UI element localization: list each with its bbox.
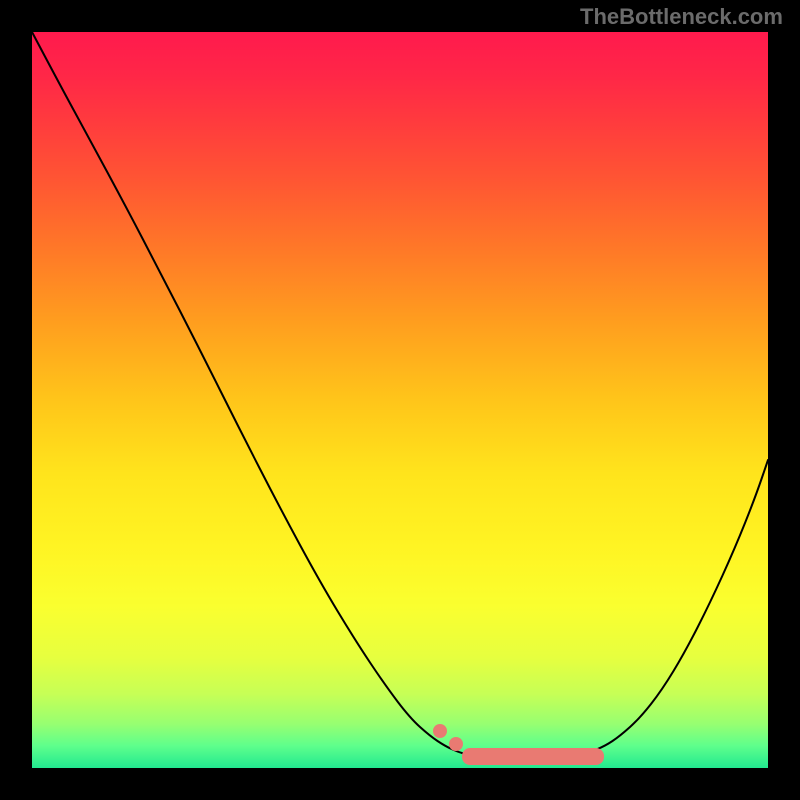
chart-frame: TheBottleneck.com bbox=[0, 0, 800, 800]
watermark-text: TheBottleneck.com bbox=[580, 4, 783, 30]
plot-area bbox=[32, 32, 768, 768]
